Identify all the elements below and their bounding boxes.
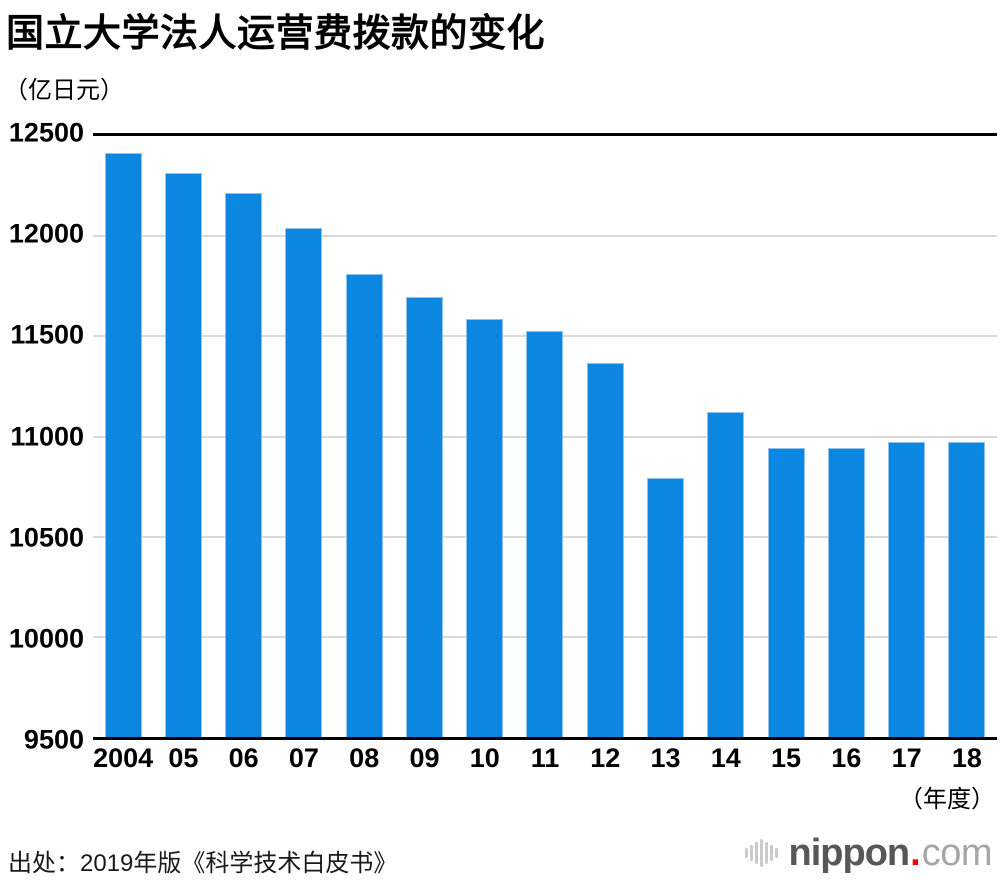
bar-slot	[937, 136, 997, 737]
bar	[164, 172, 202, 737]
chart-title: 国立大学法人运营费拨款的变化	[6, 13, 546, 55]
x-tick-label: 08	[349, 743, 380, 773]
bar-slot	[394, 136, 454, 737]
x-tick-label: 06	[228, 743, 259, 773]
bar-slot	[153, 136, 213, 737]
bar	[466, 319, 504, 737]
bar	[526, 330, 564, 737]
y-tick-label: 11500	[10, 319, 84, 350]
x-tick-label: 18	[951, 743, 982, 773]
bar	[827, 447, 865, 737]
bar	[285, 227, 323, 737]
bar-slot	[635, 136, 695, 737]
x-tick-label: 2004	[93, 743, 154, 773]
bar-slot	[93, 136, 153, 737]
bar-slot	[274, 136, 334, 737]
bar	[104, 153, 142, 737]
x-axis-unit-label: （年度）	[899, 786, 995, 813]
y-tick-label: 10500	[8, 522, 84, 553]
bar-slot	[876, 136, 936, 737]
bar-slot	[575, 136, 635, 737]
y-tick-label: 12500	[8, 117, 84, 148]
source-label: 出处：2019年版《科学技术白皮书》	[8, 850, 398, 877]
bar	[948, 442, 986, 737]
x-tick-label: 14	[710, 743, 741, 773]
bar-slot	[214, 136, 274, 737]
x-tick-label: 13	[650, 743, 681, 773]
y-axis: 9500 10000 10500 11000 11500 12000 12500	[0, 119, 84, 753]
x-tick-label: 15	[771, 743, 802, 773]
logo-text-nippon: nippon	[788, 832, 911, 874]
bar	[405, 297, 443, 737]
plot-area	[93, 133, 997, 740]
bar-slot	[816, 136, 876, 737]
logo-dot: .	[910, 832, 921, 874]
y-tick-label: 10000	[8, 623, 84, 654]
bars-container	[93, 136, 997, 737]
x-tick-label: 10	[469, 743, 500, 773]
bar	[586, 363, 624, 737]
x-axis: 2004 05 06 07 08 09 10 11 12 13 14 15 16 17 18	[93, 743, 997, 774]
x-tick-label: 12	[590, 743, 621, 773]
gridline	[93, 235, 997, 238]
y-axis-unit-label: （亿日元）	[4, 77, 124, 104]
bar	[647, 478, 685, 737]
bar-slot	[334, 136, 394, 737]
bar	[225, 193, 263, 737]
logo-text-com: com	[921, 832, 993, 874]
y-tick-label: 9500	[23, 724, 84, 755]
x-tick-label: 09	[409, 743, 440, 773]
y-tick-label: 11000	[10, 421, 84, 451]
bar-slot	[696, 136, 756, 737]
bar	[707, 411, 745, 737]
bar	[767, 447, 805, 737]
bar-slot	[515, 136, 575, 737]
bar	[888, 442, 926, 737]
soundwave-icon	[744, 839, 778, 867]
x-tick-label: 05	[168, 743, 199, 773]
bar	[345, 273, 383, 737]
bar-slot	[756, 136, 816, 737]
x-tick-label: 07	[288, 743, 319, 773]
x-tick-label: 16	[831, 743, 862, 773]
x-tick-label: 17	[891, 743, 922, 773]
nippon-logo: nippon. com	[744, 832, 993, 874]
bar-slot	[455, 136, 515, 737]
x-tick-label: 11	[530, 743, 560, 773]
y-tick-label: 12000	[8, 218, 84, 249]
